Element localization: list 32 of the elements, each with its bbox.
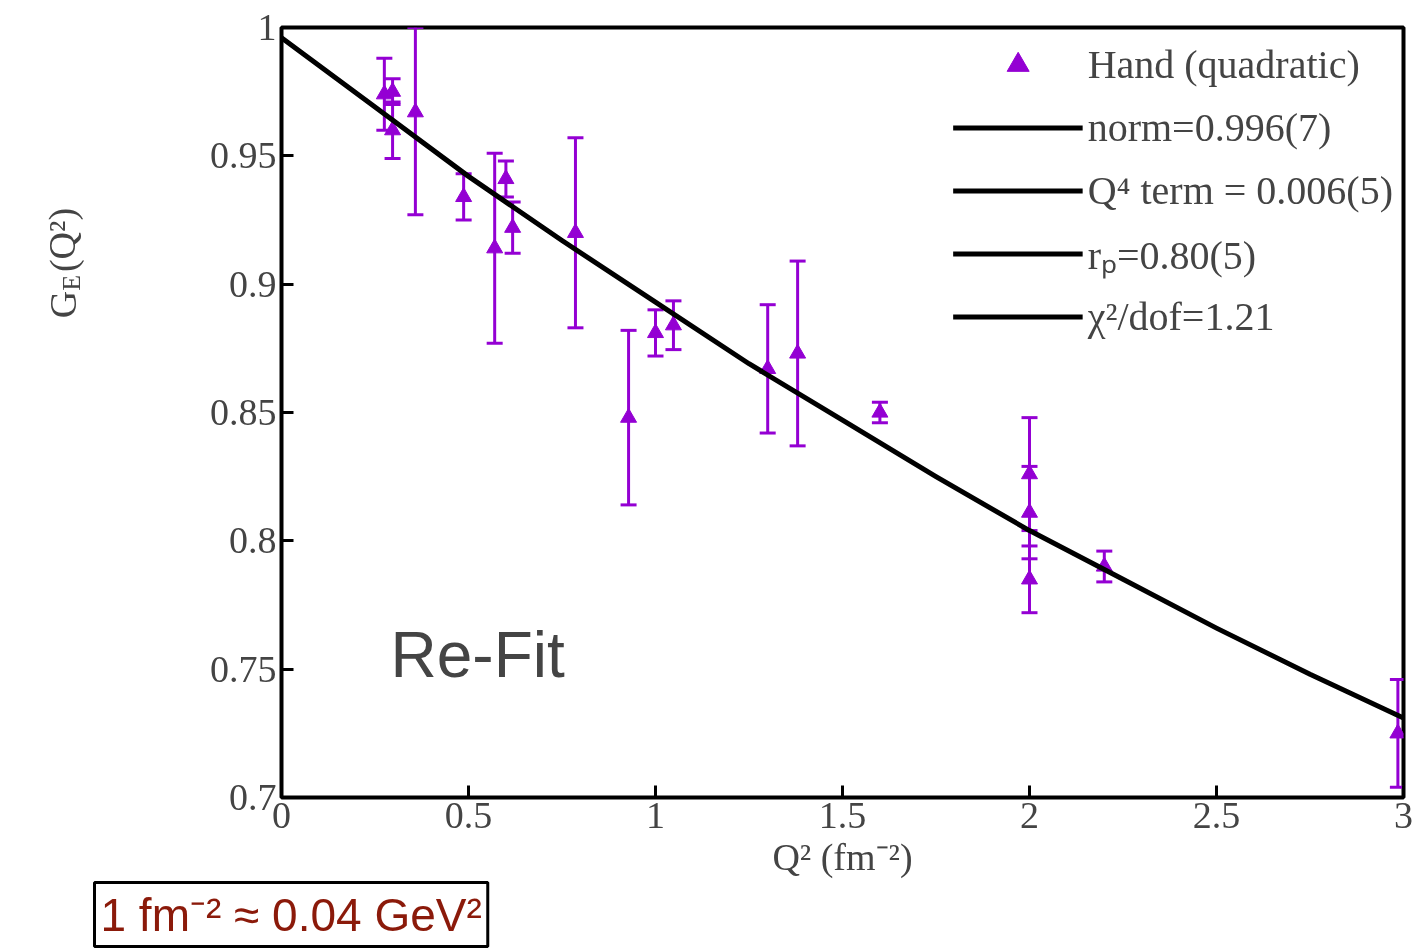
y-axis-title: GE(Q²) [41,207,86,319]
point [647,323,664,339]
point [406,102,424,118]
point [455,187,473,203]
annotation: Q⁴ term = 0.006(5) [1087,167,1393,215]
x-tick-label: 3 [1394,793,1413,836]
point [620,407,638,423]
annotation: Re-Fit [390,618,565,691]
x-tick-label: 2.5 [1192,793,1241,836]
legend-label: Hand (quadratic) [1087,41,1360,89]
point [504,217,522,233]
y-tick-label: 0.9 [229,262,277,305]
x-tick-label: 0.5 [444,793,493,836]
y-tick-label: 0.75 [210,647,277,690]
point [486,238,504,254]
legend-label: norm=0.996(7) [1087,104,1332,152]
x-tick-label: 2 [1020,793,1039,836]
point [789,343,807,359]
y-tick-label: 1 [257,6,277,48]
point [566,223,584,238]
y-tick-label: 0.85 [210,391,277,433]
point [497,169,515,185]
x-tick-label: 1 [646,793,665,836]
point [384,120,402,136]
point [871,402,889,418]
x-axis-title: Q² (fm⁻²) [772,835,913,879]
y-tick-label: 0.95 [210,134,277,177]
annotation: χ²/dof=1.21 [1087,293,1275,341]
x-tick-label: 1.5 [818,793,867,836]
text: 1 fm⁻² ≈ 0.04 GeV² [100,888,482,941]
y-tick-label: 0.8 [229,519,277,562]
annotation: rₚ=0.80(5) [1087,232,1257,281]
